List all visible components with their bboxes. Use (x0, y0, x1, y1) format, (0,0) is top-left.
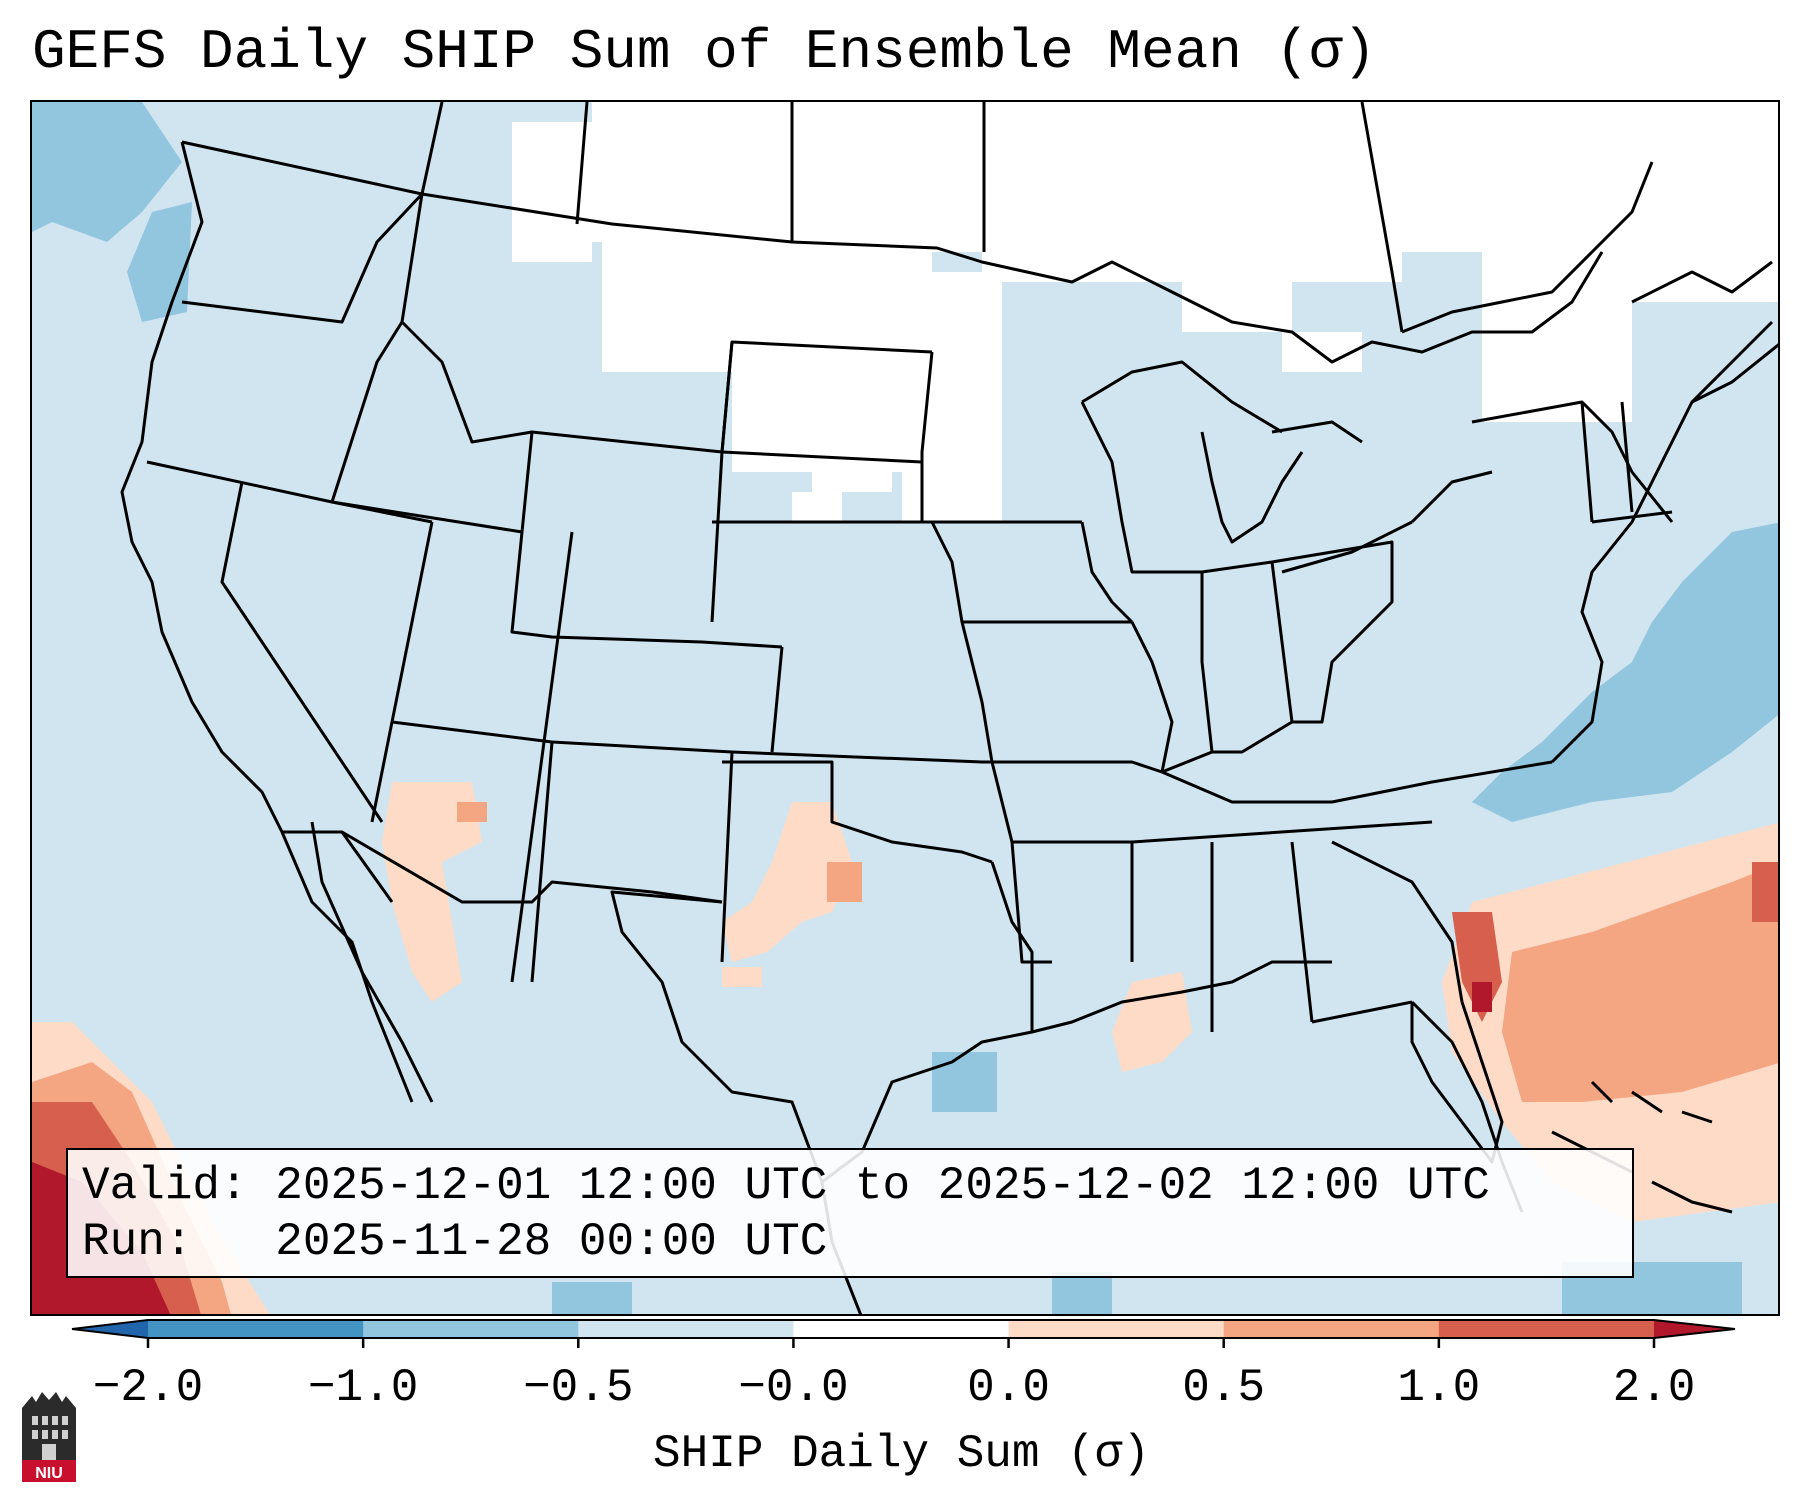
colorbar-segment (578, 1320, 794, 1338)
colorbar-tick-label: 0.5 (1182, 1362, 1266, 1414)
colorbar-tick-label: 2.0 (1612, 1362, 1696, 1414)
validity-info-box: Valid: 2025-12-01 12:00 UTC to 2025-12-0… (66, 1148, 1634, 1278)
logo-text: NIU (35, 1465, 63, 1482)
colorbar-tick-label: 1.0 (1397, 1362, 1481, 1414)
colorbar-tick-label: −1.0 (307, 1362, 419, 1414)
map-title: GEFS Daily SHIP Sum of Ensemble Mean (σ) (32, 20, 1377, 84)
map-canvas (32, 102, 1778, 1314)
niu-logo-icon: NIU (22, 1392, 76, 1482)
run-time-text: Run: 2025-11-28 00:00 UTC (82, 1216, 828, 1268)
colorbar-segment (1438, 1320, 1655, 1338)
colorbar-segments (72, 1320, 1735, 1338)
colorbar-label: SHIP Daily Sum (σ) (653, 1428, 1150, 1480)
colorbar-ticks (146, 1338, 1656, 1348)
colorbar-segment (1008, 1320, 1225, 1338)
colorbar-segment (1223, 1320, 1440, 1338)
colorbar-outline (71, 1319, 1736, 1339)
colorbar-tick-label: −0.0 (738, 1362, 849, 1414)
colorbar-tick-label: −0.5 (523, 1362, 634, 1414)
colorbar-extend-low (72, 1320, 148, 1338)
boundary-lines (120, 102, 1778, 1314)
colorbar-segment (793, 1320, 1010, 1338)
field-negative-blue (32, 102, 1778, 1314)
valid-time-text: Valid: 2025-12-01 12:00 UTC to 2025-12-0… (82, 1160, 1490, 1212)
map-panel (30, 100, 1780, 1316)
colorbar-tick-label: 0.0 (967, 1362, 1050, 1414)
colorbar-extend-high (1654, 1320, 1735, 1338)
colorbar-tick-label: −2.0 (92, 1362, 204, 1414)
colorbar-segment (148, 1320, 364, 1338)
colorbar-segment (363, 1320, 579, 1338)
field-white-patches (512, 102, 1778, 522)
